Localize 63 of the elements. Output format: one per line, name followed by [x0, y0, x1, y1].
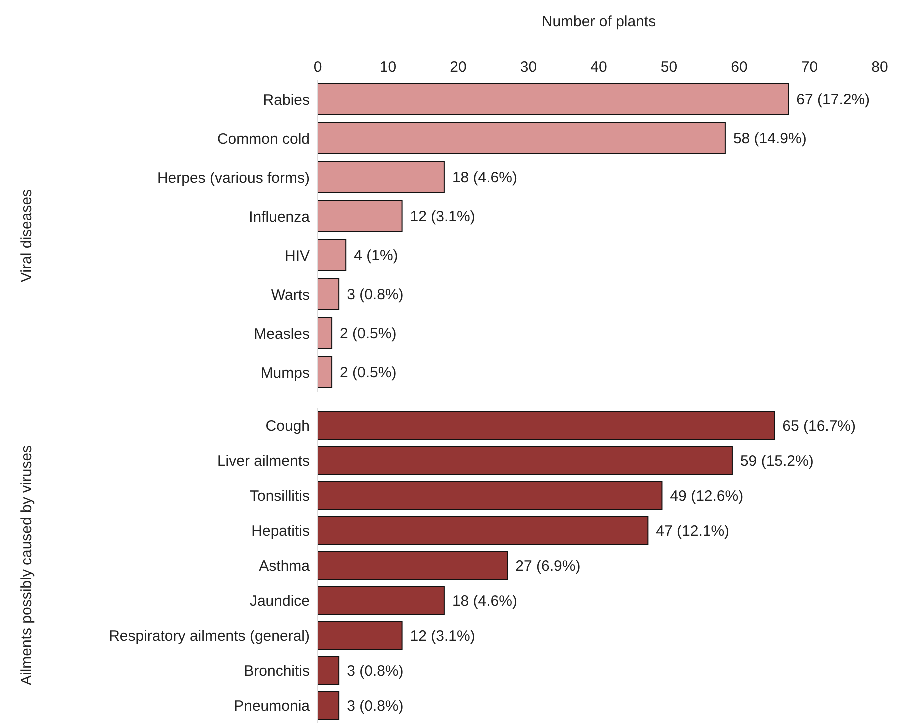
- x-tick-label: 30: [520, 59, 538, 76]
- x-tick-label: 0: [314, 59, 322, 76]
- x-tick-label: 40: [590, 59, 608, 76]
- bar: [318, 586, 445, 615]
- bar: [318, 239, 347, 272]
- bar: [318, 161, 445, 194]
- y-tick-label: Influenza: [249, 208, 311, 226]
- y-axis-title: Viral diseases: [18, 189, 36, 283]
- bar: [318, 481, 663, 510]
- data-label: 12 (3.1%): [410, 628, 476, 645]
- y-tick-label: Respiratory ailments (general): [109, 628, 310, 645]
- data-label: 18 (4.6%): [452, 170, 518, 187]
- data-label: 65 (16.7%): [782, 418, 856, 435]
- y-tick-label: Common cold: [217, 130, 310, 148]
- x-tick-label: 50: [660, 59, 678, 76]
- data-label: 27 (6.9%): [516, 558, 581, 575]
- y-tick-label: HIV: [284, 248, 310, 265]
- data-label: 58 (14.9%): [733, 130, 807, 148]
- data-label: 67 (17.2%): [796, 92, 870, 109]
- y-tick-label: Cough: [266, 418, 310, 435]
- x-tick-label: 70: [801, 59, 818, 76]
- bar: [318, 200, 403, 232]
- bar: [318, 278, 340, 310]
- bar: [318, 691, 340, 720]
- x-tick-label: 80: [872, 59, 888, 76]
- y-tick-label: Herpes (various forms): [157, 170, 310, 187]
- y-tick-label: Liver ailments: [217, 452, 310, 470]
- y-tick-label: Bronchitis: [244, 662, 310, 680]
- bar: [318, 122, 726, 154]
- data-label: 18 (4.6%): [452, 592, 518, 610]
- bar: [318, 621, 403, 650]
- y-tick-label: Pneumonia: [234, 698, 311, 715]
- x-axis-title: Number of plants: [542, 14, 656, 31]
- data-label: 3 (0.8%): [347, 662, 404, 680]
- bar: [318, 83, 790, 116]
- bar: [318, 317, 333, 350]
- y-tick-label: Rabies: [263, 92, 310, 109]
- data-label: 49 (12.6%): [670, 488, 744, 505]
- y-tick-label: Measles: [254, 326, 310, 343]
- data-label: 59 (15.2%): [740, 452, 814, 470]
- data-label: 3 (0.8%): [347, 698, 404, 715]
- data-label: 3 (0.8%): [347, 286, 404, 304]
- data-label: 2 (0.5%): [340, 326, 397, 343]
- bar: [318, 356, 333, 388]
- bar: [318, 411, 776, 440]
- x-tick-label: 60: [731, 59, 748, 76]
- data-label: 47 (12.1%): [656, 522, 730, 540]
- data-label: 2 (0.5%): [340, 364, 397, 382]
- x-tick-label: 20: [450, 59, 467, 76]
- y-axis-title: Ailments possibly caused by viruses: [18, 445, 36, 686]
- bar: [318, 551, 508, 580]
- data-label: 4 (1%): [354, 248, 398, 265]
- bar: [318, 656, 340, 685]
- y-tick-label: Warts: [271, 286, 310, 304]
- bar: [318, 446, 733, 475]
- y-tick-label: Hepatitis: [252, 522, 310, 540]
- y-tick-label: Asthma: [259, 558, 311, 575]
- y-tick-label: Mumps: [260, 364, 310, 382]
- bar: [318, 516, 649, 545]
- data-label: 12 (3.1%): [410, 208, 476, 226]
- y-tick-label: Tonsillitis: [250, 488, 310, 505]
- x-tick-label: 10: [380, 59, 397, 76]
- y-tick-label: Jaundice: [250, 592, 310, 610]
